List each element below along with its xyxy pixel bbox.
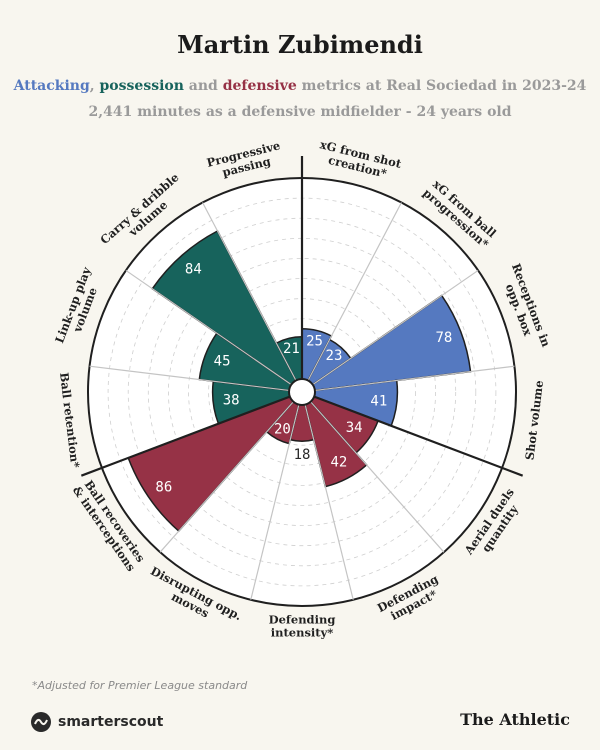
radar-value-label: 21 — [283, 341, 300, 357]
chart-subtitle: Attacking, possession and defensive metr… — [0, 78, 600, 94]
radar-spoke — [125, 269, 292, 386]
radar-center — [288, 378, 316, 406]
radar-category-label: Ball retention* — [57, 372, 82, 469]
brand-the-athletic: The Athletic — [460, 710, 570, 729]
radar-group-divider — [80, 395, 291, 477]
radar-category-label: Shot volume — [523, 380, 547, 461]
radar-spoke — [89, 365, 290, 392]
radar-category-label-line: Defending — [269, 613, 336, 627]
radar-value-label: 18 — [294, 447, 311, 463]
radar-value-label: 45 — [214, 354, 231, 370]
radar-spoke — [310, 401, 445, 553]
brand-smarterscout: smarterscout — [30, 710, 163, 734]
subtitle-possession: possession — [99, 78, 184, 94]
radar-value-label: 20 — [274, 421, 291, 437]
radar-value-label: 42 — [330, 454, 347, 470]
radar-value-label: 34 — [346, 420, 363, 436]
radar-spoke — [312, 269, 479, 386]
radar-value-label: 23 — [326, 348, 343, 364]
radar-spoke — [304, 404, 354, 600]
radar-grid-ring — [188, 278, 416, 506]
subtitle-sep1: , — [89, 78, 100, 94]
radar-category-label-line: Shot volume — [523, 380, 547, 461]
radar-grid-ring — [147, 237, 457, 547]
footnote: *Adjusted for Premier League standard — [32, 679, 248, 692]
radar-value-label: 84 — [185, 261, 202, 277]
radar-value-label: 86 — [155, 479, 172, 495]
radar-spoke — [202, 202, 297, 381]
radar-spoke — [159, 401, 294, 553]
radar-grid-ring — [167, 257, 437, 527]
radar-value-label: 38 — [223, 393, 240, 409]
radar-spoke — [307, 202, 402, 381]
radar-value-label: 41 — [370, 393, 387, 409]
radar-value-label: 25 — [306, 333, 323, 349]
chart-title: Martin Zubimendi — [177, 30, 423, 59]
subtitle-sep2: and — [183, 78, 223, 94]
subtitle-rest: metrics at Real Sociedad in 2023-24 — [296, 78, 587, 94]
radar-spoke — [250, 404, 300, 600]
radar-category-label-line: intensity* — [271, 626, 334, 640]
radar-value-label: 78 — [435, 330, 452, 346]
subtitle-defensive: defensive — [222, 78, 297, 94]
subtitle-attacking: Attacking — [13, 78, 90, 94]
smarterscout-logo-icon — [31, 712, 51, 732]
brand-smarterscout-label: smarterscout — [58, 714, 164, 730]
chart-subtitle-minutes: 2,441 minutes as a defensive midfielder … — [88, 104, 512, 120]
radar-spoke — [314, 365, 515, 392]
radar-group-divider — [313, 395, 524, 477]
radar-category-label-line: Ball retention* — [57, 372, 82, 469]
